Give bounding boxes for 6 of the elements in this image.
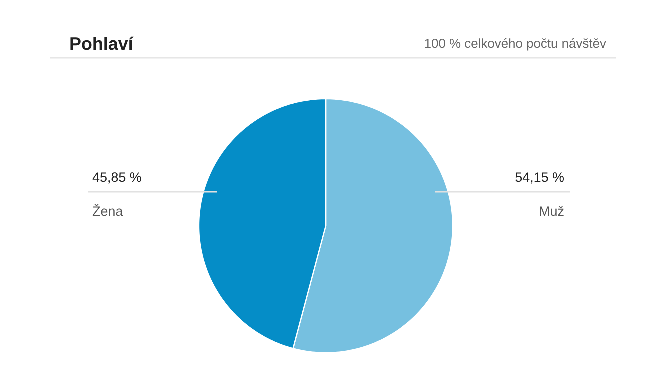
slice-label: Muž bbox=[540, 206, 564, 216]
chart-title: Pohlaví bbox=[70, 36, 134, 50]
chart-subtitle: 100 % celkového počtu návštěv bbox=[425, 38, 606, 51]
data-label: 54,15 % bbox=[516, 172, 564, 184]
data-label: 45,85 % bbox=[92, 172, 142, 184]
slice-label: Žena bbox=[92, 204, 124, 216]
